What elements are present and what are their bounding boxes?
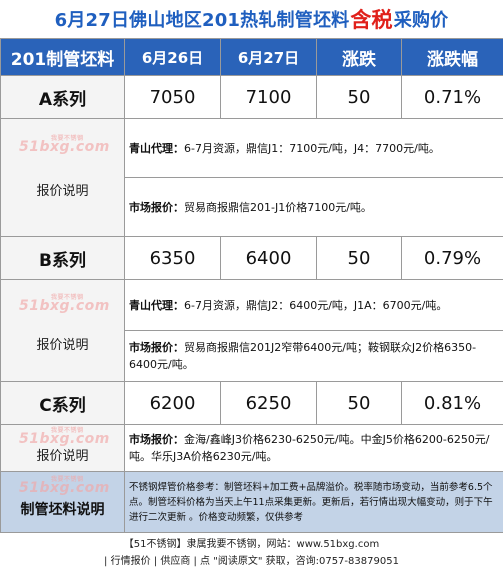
footer-line-2: | 行情报价 | 供应商 | 点 "阅读原文" 获取，咨询:0757-83879…: [104, 556, 399, 567]
note-market: 市场报价：金海/鑫峰J3价格6230-6250元/吨。中金J5价格6200-62…: [124, 424, 503, 472]
bottom-note: 不锈钢焊管价格参考：制管坯料+加工费+品牌溢价。税率随市场变动，当前参考6.5个…: [124, 471, 503, 533]
title-highlight: 含税: [350, 8, 393, 32]
price-prev: 6350: [124, 236, 221, 280]
series-row-a: A系列 7050 7100 50 0.71%: [0, 75, 503, 119]
price-change: 50: [316, 381, 402, 425]
watermark-logo: 我要不锈钢 51bxg.com: [19, 135, 110, 155]
series-row-b: B系列 6350 6400 50 0.79%: [0, 236, 503, 280]
header-row: 201制管坯料 6月26日 6月27日 涨跌 涨跌幅: [0, 38, 503, 76]
bottom-label: 我要不锈钢 51bxg.com 制管坯料说明: [0, 471, 125, 533]
price-curr: 6250: [220, 381, 317, 425]
price-pct: 0.71%: [401, 75, 503, 119]
series-name: A系列: [0, 75, 125, 119]
header-prev-date: 6月26日: [124, 38, 221, 76]
explain-label: 我要不锈钢 51bxg.com 报价说明: [0, 424, 125, 472]
series-row-c: C系列 6200 6250 50 0.81%: [0, 381, 503, 425]
header-change: 涨跌: [316, 38, 402, 76]
watermark-logo: 我要不锈钢 51bxg.com: [19, 294, 110, 314]
explain-label: 我要不锈钢 51bxg.com 报价说明: [0, 279, 125, 382]
header-pct: 涨跌幅: [401, 38, 503, 76]
title-suffix: 采购价: [393, 10, 449, 31]
note-qingshan: 青山代理：6-7月资源，鼎信J1：7100元/吨，J4：7700元/吨。: [124, 118, 503, 178]
price-curr: 6400: [220, 236, 317, 280]
watermark-logo: 我要不锈钢 51bxg.com: [19, 476, 110, 496]
footer: 【51不锈钢】隶属我要不锈钢，网站：www.51bxg.com | 行情报价 |…: [0, 536, 503, 570]
note-qingshan: 青山代理：6-7月资源，鼎信J2：6400元/吨，J1A：6700元/吨。: [124, 279, 503, 331]
price-pct: 0.81%: [401, 381, 503, 425]
series-name: C系列: [0, 381, 125, 425]
title-main: 6月27日佛山地区201热轧制管坯料: [54, 10, 350, 31]
series-name: B系列: [0, 236, 125, 280]
watermark-logo: 我要不锈钢 51bxg.com: [19, 427, 110, 447]
price-table: 201制管坯料 6月26日 6月27日 涨跌 涨跌幅 A系列 7050 7100…: [0, 38, 503, 533]
price-prev: 7050: [124, 75, 221, 119]
explain-label: 我要不锈钢 51bxg.com 报价说明: [0, 118, 125, 237]
note-market: 市场报价：贸易商报鼎信201J2窄带6400元/吨；鞍钢联众J2价格6350-6…: [124, 330, 503, 382]
header-curr-date: 6月27日: [220, 38, 317, 76]
price-pct: 0.79%: [401, 236, 503, 280]
header-product: 201制管坯料: [0, 38, 125, 76]
footer-line-1: 【51不锈钢】隶属我要不锈钢，网站：www.51bxg.com: [123, 539, 380, 550]
price-curr: 7100: [220, 75, 317, 119]
price-prev: 6200: [124, 381, 221, 425]
page-title: 6月27日佛山地区201热轧制管坯料 含税 采购价: [0, 0, 503, 38]
price-change: 50: [316, 75, 402, 119]
price-change: 50: [316, 236, 402, 280]
note-market: 市场报价：贸易商报鼎信201-J1价格7100元/吨。: [124, 177, 503, 237]
